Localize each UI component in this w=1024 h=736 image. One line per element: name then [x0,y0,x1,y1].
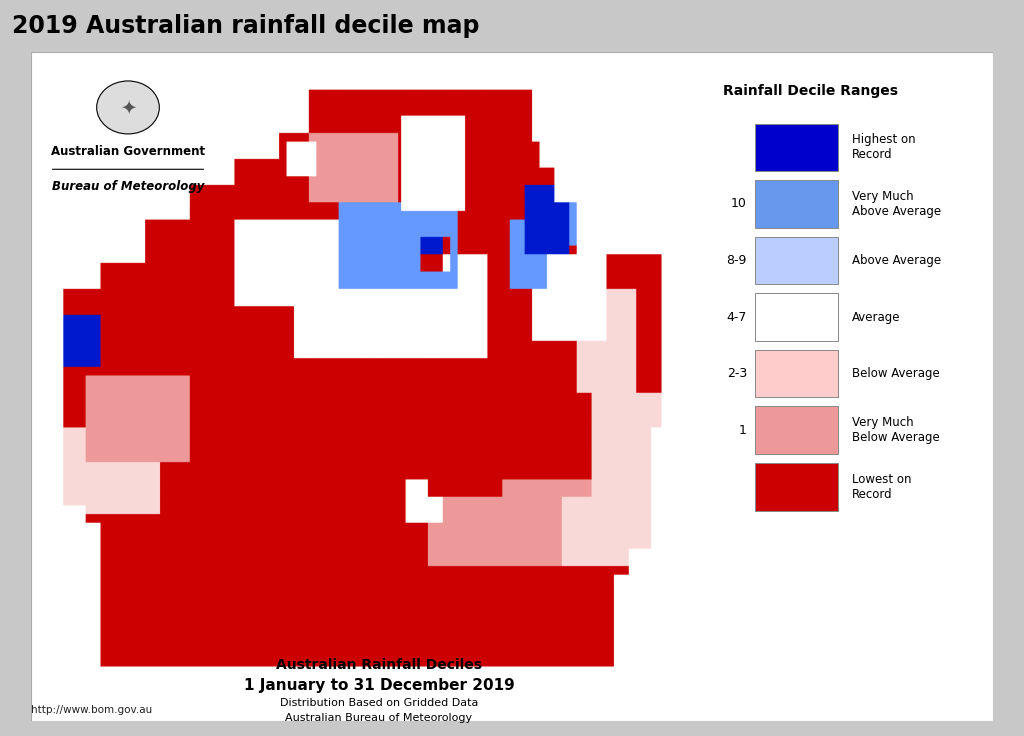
Text: Distribution Based on Gridded Data: Distribution Based on Gridded Data [280,698,478,708]
Bar [756,294,838,341]
Text: http://www.bom.gov.au: http://www.bom.gov.au [31,705,152,715]
Text: Australian Bureau of Meteorology: Australian Bureau of Meteorology [286,713,472,723]
Text: 2-3: 2-3 [727,367,746,380]
Circle shape [96,81,160,134]
Text: Rainfall Decile Ranges: Rainfall Decile Ranges [723,84,898,98]
Text: ✦: ✦ [120,98,136,117]
Bar [756,406,838,454]
Text: Bureau of Meteorology: Bureau of Meteorology [52,180,204,194]
Text: Australian Rainfall Deciles: Australian Rainfall Deciles [275,658,482,673]
Text: Highest on
Record: Highest on Record [852,133,915,161]
Bar [756,350,838,397]
Text: Very Much
Above Average: Very Much Above Average [852,190,941,218]
Text: Lowest on
Record: Lowest on Record [852,473,911,500]
Text: 2019 Australian rainfall decile map: 2019 Australian rainfall decile map [12,14,480,38]
Bar [756,463,838,511]
Text: 1: 1 [739,424,746,436]
Text: 8-9: 8-9 [727,254,746,267]
Text: 10: 10 [731,197,746,210]
Text: Below Average: Below Average [852,367,940,380]
Bar [756,180,838,227]
Text: Average: Average [852,311,900,324]
Bar [756,237,838,284]
Text: 4-7: 4-7 [727,311,746,324]
Text: 1 January to 31 December 2019: 1 January to 31 December 2019 [244,679,514,693]
Text: Australian Government: Australian Government [51,145,205,158]
Bar [756,124,838,171]
Text: Above Average: Above Average [852,254,941,267]
Text: Very Much
Below Average: Very Much Below Average [852,416,940,445]
